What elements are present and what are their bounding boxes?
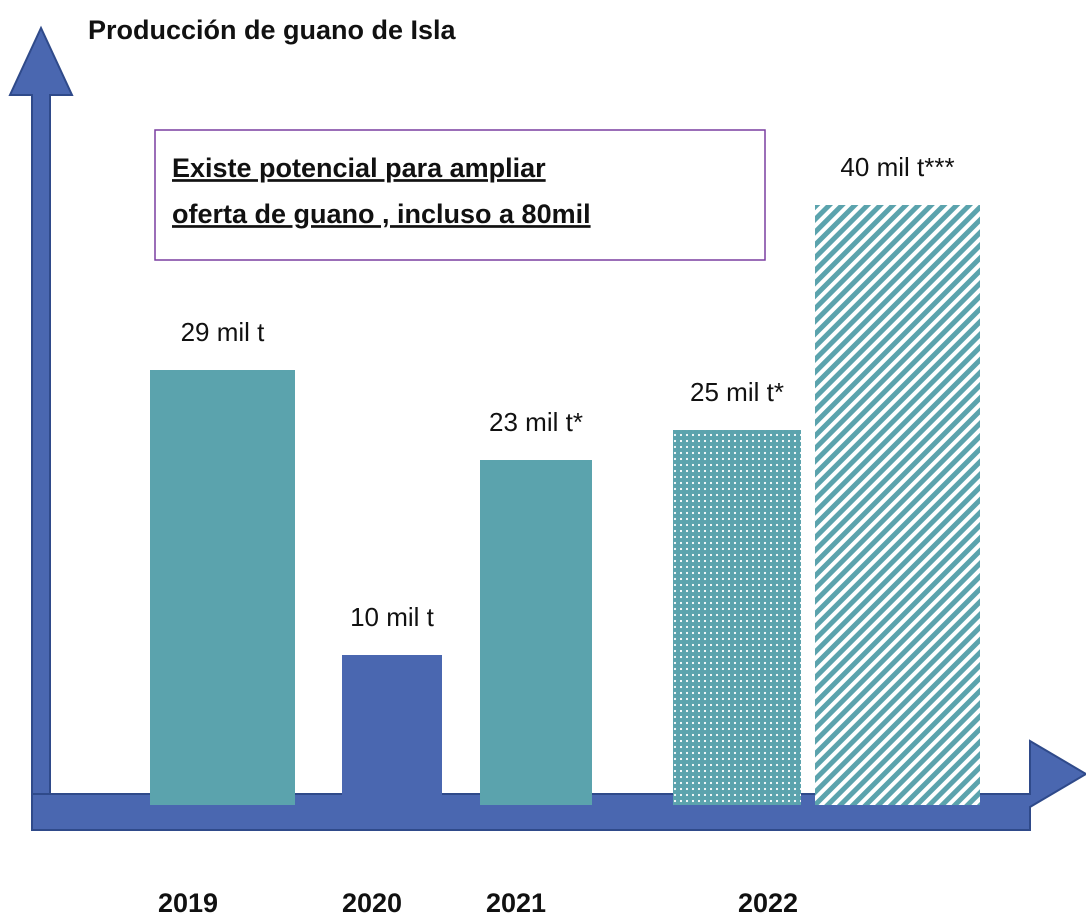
- bar: [815, 205, 980, 805]
- x-tick-label: 2020: [342, 888, 402, 918]
- data-label: 25 mil t*: [690, 377, 784, 407]
- x-tick-label: 2019: [158, 888, 218, 918]
- annotation-box: [154, 129, 766, 261]
- x-tick-label: 2022: [738, 888, 798, 918]
- bar: [342, 655, 442, 805]
- data-label: 40 mil t***: [840, 152, 954, 182]
- data-label: 29 mil t: [181, 317, 266, 347]
- y-axis-arrow: [8, 25, 74, 829]
- chart-title: Producción de guano de Isla: [88, 15, 457, 45]
- annotation: Existe potencial para ampliar: [172, 153, 546, 183]
- x-tick-label: 2021: [486, 888, 546, 918]
- data-label: 10 mil t: [350, 602, 435, 632]
- bar: [150, 370, 295, 805]
- bar: [673, 430, 801, 805]
- bar: [480, 460, 592, 805]
- data-label: 23 mil t*: [489, 407, 583, 437]
- annotation: oferta de guano , incluso a 80mil: [172, 199, 591, 229]
